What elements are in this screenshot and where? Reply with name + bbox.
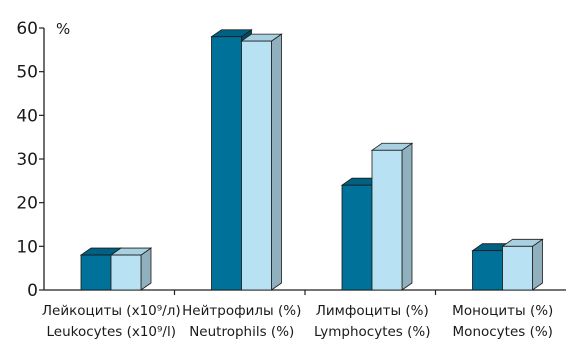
category-label-ru: Лейкоциты (х10⁹/л) bbox=[42, 303, 181, 319]
bars bbox=[79, 28, 544, 291]
bar bbox=[370, 142, 414, 291]
category-label-en: Leukocytes (х10⁹/l) bbox=[47, 324, 177, 340]
category-label-en: Neutrophils (%) bbox=[189, 324, 294, 340]
category-label-en: Lymphocytes (%) bbox=[314, 324, 431, 340]
y-tick-label: 0 bbox=[27, 281, 38, 301]
bar-front-face bbox=[80, 254, 112, 291]
bar bbox=[240, 33, 283, 291]
category-label-en: Monocytes (%) bbox=[453, 324, 553, 340]
bar bbox=[501, 238, 544, 291]
category-label-ru: Моноциты (%) bbox=[452, 303, 553, 319]
bar-side-face bbox=[532, 238, 543, 291]
y-tick-label: 60 bbox=[16, 19, 38, 39]
category-labels: Лейкоциты (х10⁹/л) Leukocytes (х10⁹/l) Н… bbox=[42, 303, 553, 340]
bar-front-face bbox=[211, 36, 242, 291]
y-tick-label: 40 bbox=[16, 106, 38, 126]
y-tick-label: 30 bbox=[16, 150, 38, 170]
y-tick-label: 10 bbox=[16, 237, 38, 257]
y-unit-label: % bbox=[56, 20, 70, 38]
y-tick-label: 50 bbox=[16, 63, 38, 83]
bar-side-face bbox=[401, 142, 413, 291]
bar bbox=[109, 247, 153, 291]
bar-front-face bbox=[110, 254, 142, 291]
bar-front-face bbox=[371, 149, 403, 291]
bar-front-face bbox=[472, 250, 503, 291]
bar-front-face bbox=[502, 245, 533, 291]
category-label-ru: Нейтрофилы (%) bbox=[182, 303, 301, 319]
bar-front-face bbox=[241, 40, 272, 291]
y-tick-labels: 0 10 20 30 40 50 60 bbox=[16, 19, 38, 301]
bar-front-face bbox=[341, 184, 373, 291]
y-tick-label: 20 bbox=[16, 194, 38, 214]
category-label-ru: Лимфоциты (%) bbox=[316, 303, 429, 319]
bar-side-face bbox=[271, 33, 282, 291]
